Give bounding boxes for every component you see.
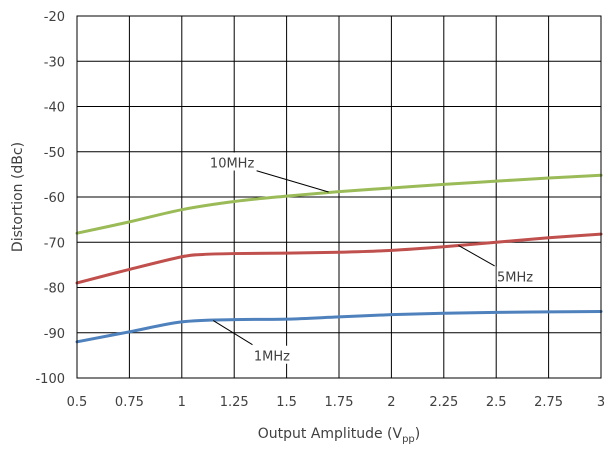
y-tick-label: -90 [44, 327, 65, 342]
annotation-label-1mhz: 1MHz [254, 350, 290, 365]
series-lines [75, 173, 603, 344]
y-tick-label: -20 [44, 10, 65, 25]
series-line-10mhz [75, 173, 603, 235]
x-tick-label: 1.25 [220, 395, 249, 410]
y-tick-label: -70 [44, 236, 65, 251]
annotations: 10MHz 5MHz 1MHz [209, 152, 534, 365]
annotation-leader [458, 244, 495, 267]
x-tick-label: 3 [597, 395, 605, 410]
y-tick-label: -80 [44, 282, 65, 297]
x-tick-label: 1 [178, 395, 186, 410]
x-tick-label: 0.75 [115, 395, 144, 410]
x-tick-label: 2.5 [486, 395, 507, 410]
annotation-label-5mhz: 5MHz [497, 271, 533, 286]
x-tick-label: 1.5 [276, 395, 297, 410]
x-tick-label: 2.25 [429, 395, 458, 410]
y-tick-label: -30 [44, 55, 65, 70]
annotation-leader [256, 170, 329, 193]
y-tick-label: -60 [44, 191, 65, 206]
annotation-bg [496, 266, 534, 285]
x-tick-label: 0.5 [67, 395, 88, 410]
tick-labels: 0.5 0.75 1 1.25 1.5 1.75 2 2.25 2.5 2.75 3 -20 -30 -4… [35, 10, 605, 410]
y-tick-label: -100 [35, 372, 65, 387]
x-axis-title-main: Output Amplitude (V [258, 426, 403, 442]
series-line-1mhz [75, 309, 603, 344]
annotation-bg [253, 345, 291, 364]
x-axis-title-sub: pp [402, 434, 415, 445]
grid [77, 16, 601, 378]
annotation-bg [209, 152, 255, 171]
y-axis-title: Distortion (dBc) [10, 142, 26, 252]
x-tick-label: 2.75 [534, 395, 563, 410]
x-axis-title-close: ) [415, 426, 420, 442]
x-tick-label: 2 [387, 395, 395, 410]
x-axis-title: Output Amplitude (Vpp) [258, 426, 421, 445]
plot-frame [76, 15, 602, 379]
annotation-leader [212, 320, 253, 346]
y-tick-label: -40 [44, 101, 65, 116]
x-tick-label: 1.75 [325, 395, 354, 410]
y-tick-label: -50 [44, 146, 65, 161]
series-line-5mhz [75, 232, 603, 285]
annotation-label-10mhz: 10MHz [210, 157, 255, 172]
